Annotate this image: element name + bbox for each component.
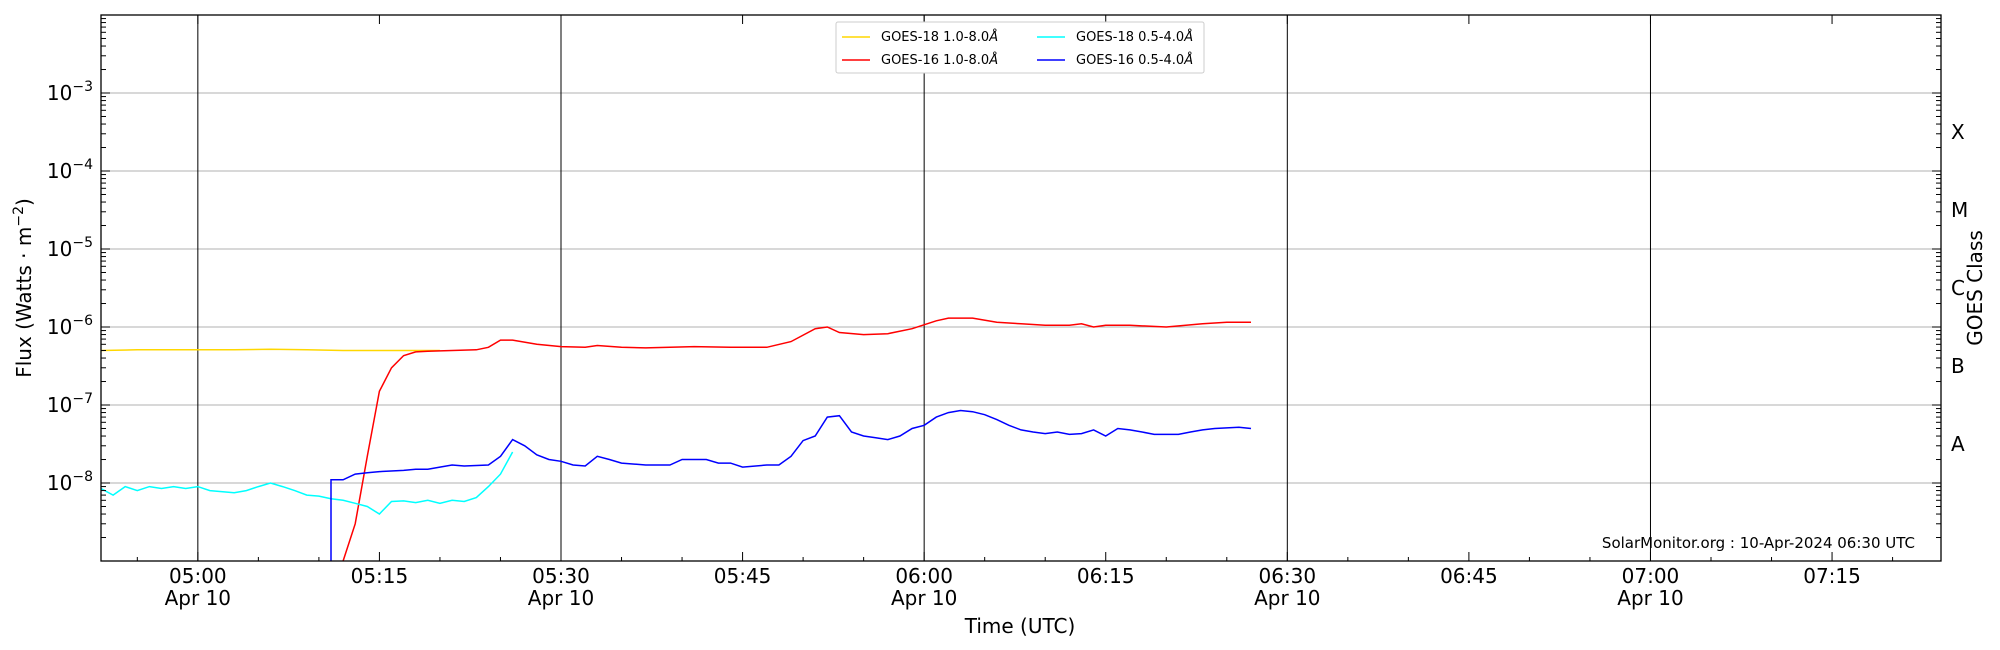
y-axis-title-close: ) xyxy=(12,198,36,206)
y-tick-label: 10−6 xyxy=(47,313,93,339)
x-tick-date-label: Apr 10 xyxy=(165,586,231,610)
x-tick-label: 06:30 xyxy=(1258,564,1316,588)
y-axis-title-main: Flux (Watts · m xyxy=(12,227,36,378)
x-tick-date-label: Apr 10 xyxy=(891,586,957,610)
legend-label-goes16-short: GOES-16 0.5-4.0Å xyxy=(1076,52,1193,68)
y-axis-title-exponent: −2 xyxy=(11,206,27,227)
x-tick-label: 05:15 xyxy=(351,564,409,588)
x-tick-label: 06:15 xyxy=(1077,564,1135,588)
legend-label-goes18-long: GOES-18 1.0-8.0Å xyxy=(881,29,998,45)
y-axis-title: Flux (Watts · m−2) xyxy=(11,198,36,378)
x-tick-label: 05:45 xyxy=(714,564,772,588)
y-tick-label: 10−8 xyxy=(47,469,93,495)
credit-text: SolarMonitor.org : 10-Apr-2024 06:30 UTC xyxy=(1602,534,1915,552)
x-axis-title: Time (UTC) xyxy=(964,614,1076,638)
plot-frame xyxy=(100,14,1942,562)
goes-class-label: X xyxy=(1951,120,1965,144)
legend: GOES-18 1.0-8.0Å GOES-18 0.5-4.0Å GOES-1… xyxy=(835,21,1205,74)
y-tick-label: 10−5 xyxy=(47,235,93,261)
x-tick-date-label: Apr 10 xyxy=(528,586,594,610)
goes-class-label: M xyxy=(1951,198,1968,222)
grid-layer xyxy=(101,15,1941,561)
x-tick-date-label: Apr 10 xyxy=(1254,586,1320,610)
x-tick-label: 06:45 xyxy=(1440,564,1498,588)
legend-label-goes18-short: GOES-18 0.5-4.0Å xyxy=(1076,29,1193,45)
axes-layer xyxy=(100,14,1942,562)
goes-class-label: A xyxy=(1951,432,1965,456)
series-layer xyxy=(101,317,1252,561)
series-line-0 xyxy=(101,348,440,352)
y-tick-label: 10−3 xyxy=(47,79,93,105)
x-tick-date-label: Apr 10 xyxy=(1617,586,1683,610)
x-tick-label: 07:00 xyxy=(1622,564,1680,588)
legend-box xyxy=(835,21,1205,74)
x-tick-label: 06:00 xyxy=(895,564,953,588)
x-tick-label: 05:00 xyxy=(169,564,227,588)
series-line-1 xyxy=(342,317,1251,561)
goes-class-label: C xyxy=(1951,276,1965,300)
series-line-3 xyxy=(330,409,1252,561)
x-tick-label: 07:15 xyxy=(1803,564,1861,588)
goes-class-label: B xyxy=(1951,354,1965,378)
y-tick-label: 10−4 xyxy=(47,157,93,183)
x-tick-label: 05:30 xyxy=(532,564,590,588)
right-axis-title: GOES Class xyxy=(1963,230,1987,346)
series-line-2 xyxy=(101,451,514,515)
legend-label-goes16-long: GOES-16 1.0-8.0Å xyxy=(881,52,998,68)
y-tick-label: 10−7 xyxy=(47,391,93,417)
